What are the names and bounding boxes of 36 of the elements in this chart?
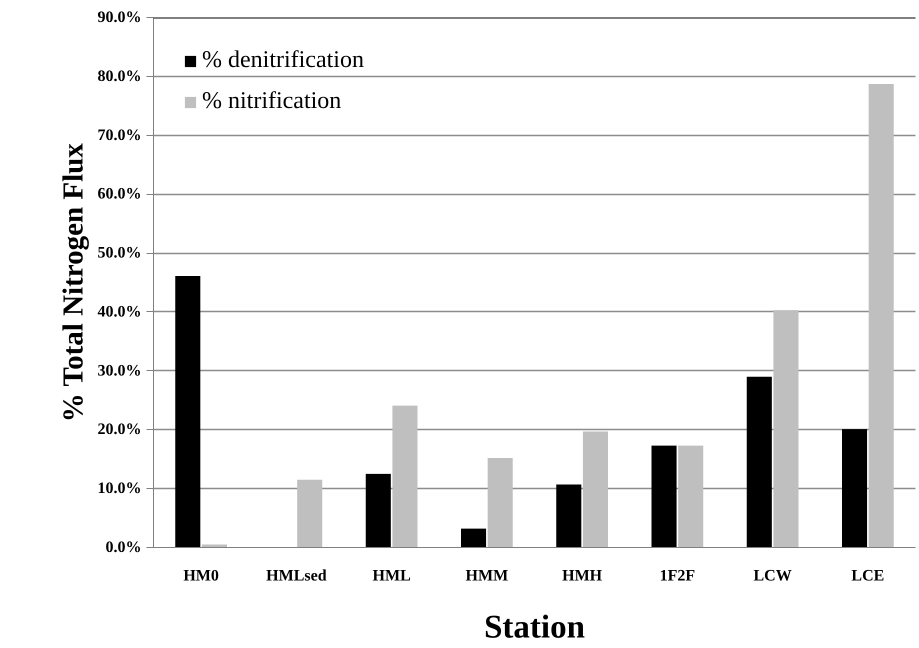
x-tick-label: HML	[372, 568, 411, 584]
bar	[652, 446, 677, 548]
x-tick-label: LCW	[754, 568, 792, 584]
legend-label: % nitrification	[202, 88, 342, 115]
y-tick-label: 30.0%	[98, 362, 142, 380]
bar	[678, 446, 704, 548]
bar	[366, 474, 391, 548]
x-tick-label: HMH	[562, 568, 603, 584]
x-tick-label: HMM	[466, 568, 508, 584]
y-tick-label: 40.0%	[98, 303, 142, 320]
bar	[746, 376, 772, 548]
y-tick-label: 60.0%	[98, 186, 142, 203]
y-tick-label: 90.0%	[98, 9, 142, 26]
y-tick-label: 10.0%	[98, 480, 142, 498]
bar	[488, 458, 513, 548]
y-axis-title: % Total Nitrogen Flux	[58, 142, 90, 422]
y-tick-label: 80.0%	[98, 68, 142, 85]
x-tick-label: 1F2F	[660, 568, 696, 584]
x-axis-title: Station	[484, 610, 585, 646]
bar	[175, 276, 200, 548]
bar	[868, 84, 894, 548]
x-tick-label: HMLsed	[266, 568, 327, 584]
legend-label: % denitrification	[202, 47, 364, 74]
bar	[556, 484, 582, 548]
bar	[297, 480, 322, 548]
bar	[461, 528, 486, 548]
bar	[582, 431, 608, 548]
bar	[392, 406, 418, 548]
y-tick-label: 50.0%	[98, 244, 142, 262]
x-tick-label: LCE	[851, 568, 884, 584]
y-tick-label: 20.0%	[98, 421, 142, 438]
y-tick-label: 70.0%	[98, 126, 142, 144]
bar	[842, 429, 868, 548]
y-tick-label: 0.0%	[106, 539, 142, 556]
bar	[773, 310, 798, 548]
x-tick-label: HM0	[183, 568, 219, 584]
